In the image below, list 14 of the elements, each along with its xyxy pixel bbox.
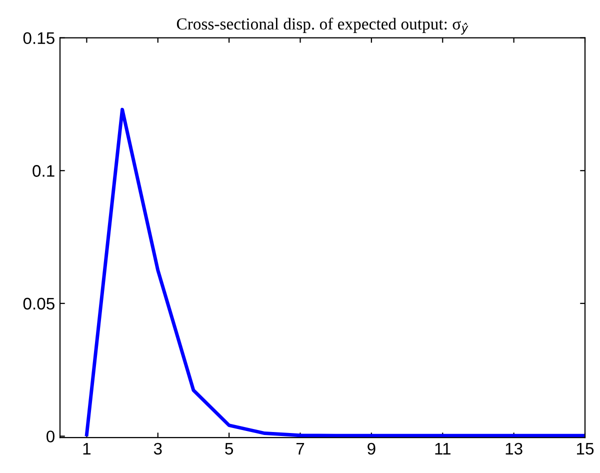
y-tick-label: 0 — [46, 430, 54, 442]
x-tick-label: 3 — [154, 442, 162, 455]
line-series — [84, 108, 585, 438]
x-tick-label: 1 — [83, 443, 91, 454]
y-tick-label: 0.05 — [23, 298, 54, 310]
x-tick-label: 9 — [368, 442, 376, 455]
x-tick-label: 5 — [225, 443, 234, 455]
y-tick-label: 0.15 — [23, 32, 54, 44]
y-tick-label: 0.1 — [32, 165, 54, 177]
chart-title: Cross-sectional disp. of expected output: σ$_{ŷ}$ — [176, 18, 468, 35]
x-tick-label: 15 — [577, 443, 594, 455]
x-tick-label: 13 — [506, 442, 522, 455]
x-tick-label: 7 — [296, 443, 304, 454]
x-tick-label: 11 — [435, 443, 450, 454]
